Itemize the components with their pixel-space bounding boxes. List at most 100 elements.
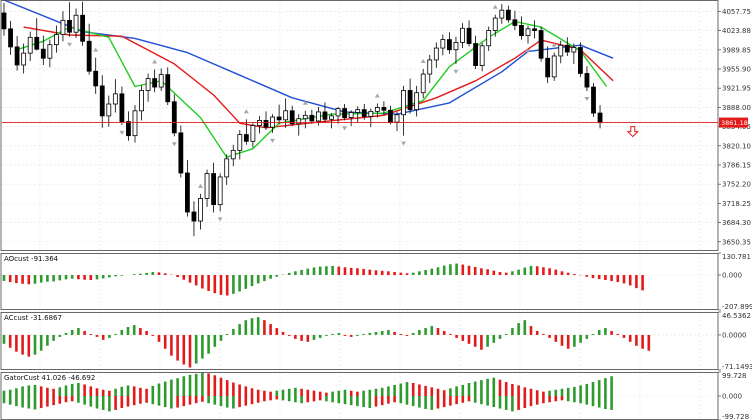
candle-down (67, 19, 72, 33)
price-panel[interactable]: 4057.75 4023.88 3989.85 3955.90 3921.95 3888.… (1, 0, 751, 251)
candle-down (276, 116, 282, 121)
fractal-down-arrow (584, 97, 590, 102)
axis-tick-label: 3752.20 (722, 181, 751, 189)
gator-panel[interactable]: 99.728 0.000 -99.728 GatorCust 41.026 -46.… (2, 371, 749, 420)
candle-up (237, 134, 243, 151)
candle-down (8, 28, 13, 48)
axis-tick-label: 130.781 (722, 253, 751, 261)
candle-up (21, 52, 27, 66)
candle-up (355, 109, 361, 113)
candle-up (499, 9, 505, 19)
axis-tick-label: 99.728 (722, 372, 747, 380)
candle-up (217, 176, 223, 206)
fractal-up-arrow (302, 100, 308, 105)
ac-title: ACcust -31.6867 (4, 314, 62, 322)
candle-up (315, 111, 321, 122)
candle-up (427, 59, 433, 75)
candle-up (224, 158, 230, 178)
candle-down (407, 90, 413, 111)
candle-up (479, 45, 485, 66)
candle-down (545, 57, 551, 78)
candle-down (1, 12, 7, 30)
candle-up (348, 112, 354, 118)
fractal-arrows (67, 4, 640, 222)
gator-title: GatorCust 41.026 -46.692 (4, 374, 95, 382)
fractal-up-arrow (198, 183, 203, 188)
candle-up (525, 28, 531, 37)
axis-tick-label: 3820.10 (722, 142, 751, 150)
candle-up (230, 149, 236, 160)
candle-down (361, 109, 367, 117)
candle-down (34, 36, 40, 50)
candle-up (283, 110, 289, 121)
axis-tick-label: -71.1493 (722, 363, 752, 371)
candle-down (99, 85, 105, 117)
fractal-down-arrow (525, 49, 531, 54)
fractal-down-arrow (342, 126, 348, 131)
candle-down (597, 112, 603, 124)
candle-up (329, 115, 334, 120)
fractal-down-arrow (171, 142, 177, 147)
candle-down (388, 109, 393, 123)
candle-down (126, 121, 131, 137)
candle-up (302, 114, 308, 120)
fractal-up-arrow (152, 59, 158, 64)
ao-panel[interactable]: 130.781 0.000 -207.899 AOcust -91.364 (2, 252, 752, 311)
candle-up (433, 47, 439, 61)
fractal-down-arrow (401, 141, 407, 146)
axis-tick-label: 3888.00 (722, 104, 751, 112)
candle-down (538, 30, 544, 59)
candle-up (394, 114, 400, 123)
candle-up (112, 93, 118, 105)
ac-histogram (2, 317, 651, 368)
candle-up (47, 44, 53, 59)
fractal-up-arrow (492, 4, 498, 9)
fractal-up-arrow (374, 93, 380, 98)
candle-up (374, 107, 380, 112)
candle-down (14, 46, 20, 66)
gator-axis: 99.728 0.000 -99.728 (718, 371, 749, 420)
candle-down (342, 108, 348, 118)
candle-up (551, 55, 557, 78)
candle-up (145, 78, 151, 91)
candle-up (460, 27, 465, 43)
ac-panel[interactable]: 46.5362 0.0000 -71.1493 ACcust -31.6867 (2, 311, 752, 371)
candle-down (446, 39, 452, 51)
candle-up (420, 73, 426, 94)
axis-tick-label: 0.000 (722, 393, 742, 401)
candle-down (211, 173, 217, 206)
ao-grid (2, 252, 718, 311)
candle-down (178, 132, 184, 174)
candle-up (571, 47, 577, 53)
candle-up (368, 110, 374, 117)
gator-histogram (2, 372, 613, 412)
candle-down (532, 28, 537, 31)
candle-up (158, 74, 164, 88)
candle-up (440, 39, 446, 49)
candle-down (263, 120, 269, 128)
panel-frame (0, 0, 719, 251)
panel-frame (0, 312, 719, 370)
axis-tick-label: 4023.88 (722, 27, 751, 35)
axis-tick-label: 0.000 (722, 272, 742, 280)
fractal-up-arrow (93, 47, 99, 52)
candle-down (184, 172, 190, 213)
candle-down (564, 44, 570, 53)
candle-up (296, 118, 302, 125)
axis-tick-label: 0.0000 (722, 331, 747, 339)
candle-down (93, 70, 99, 87)
current-price-label: 3861.18 (721, 119, 748, 127)
ao-histogram (2, 263, 644, 296)
fractal-down-arrow (67, 42, 72, 47)
candle-up (486, 30, 492, 47)
candle-down (505, 9, 511, 21)
axis-tick-label: -207.899 (722, 303, 752, 311)
candlestick-series (1, 1, 603, 237)
axis-tick-label: 46.5362 (722, 312, 751, 320)
candle-up (492, 17, 498, 31)
candle-down (322, 111, 328, 120)
candle-down (243, 134, 249, 142)
candle-up (73, 14, 79, 33)
candle-up (106, 103, 112, 117)
